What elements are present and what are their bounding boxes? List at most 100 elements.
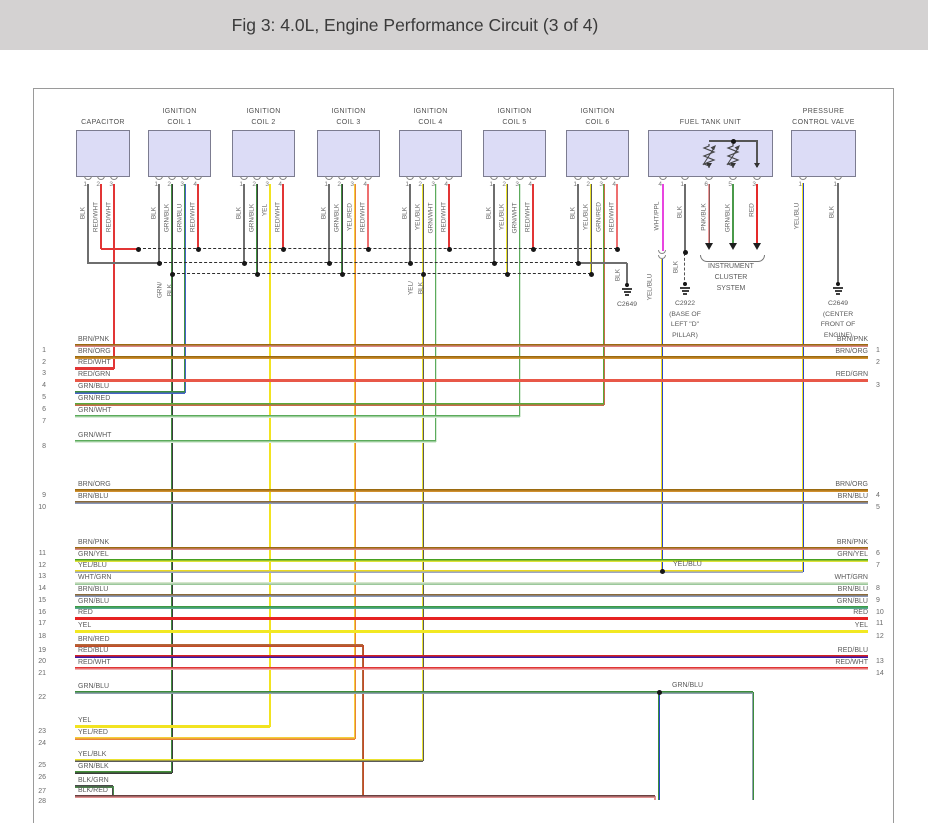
ground-c2649-coils-bar1 — [622, 288, 632, 290]
ignition-coil-6-pin-notch — [600, 176, 608, 180]
ignition-coil-2-pin-number: 3 — [265, 181, 269, 188]
down-arrow-icon — [753, 243, 761, 250]
ignition-coil-6-pin-number: 2 — [586, 181, 590, 188]
wire-color-label: YEL/BLK — [498, 203, 506, 231]
v-wire — [448, 184, 450, 250]
ground-c2922-bar2 — [681, 290, 689, 292]
ignition-coil-4-pin-number: 3 — [431, 181, 435, 188]
wire-color-label: BLK — [614, 268, 622, 282]
diagram-label: INSTRUMENT — [708, 263, 754, 270]
ignition-coil-1-box — [148, 130, 211, 177]
row-label-right: RED/BLU — [837, 647, 868, 654]
v-wire — [708, 184, 710, 248]
row-number-left: 24 — [38, 740, 46, 747]
junction-dot — [326, 260, 332, 266]
junction-dot — [656, 689, 662, 695]
row-number-left: 18 — [38, 633, 46, 640]
row-label-left: GRN/BLK — [78, 763, 109, 770]
row-number-left: 6 — [42, 406, 46, 413]
row-wire-GRN/BLU — [75, 606, 868, 609]
row-number-right: 14 — [876, 670, 884, 677]
row-wire-BRN/BLU — [75, 594, 868, 597]
row-label-left: GRN/WHT — [78, 407, 112, 414]
ignition-coil-6-pin-notch — [613, 176, 621, 180]
row-label-left: RED/GRN — [78, 371, 111, 378]
ignition-coil-2-pin-notch — [253, 176, 261, 180]
row-label-left: BRN/ORG — [78, 481, 111, 488]
row-label-left: YEL/BLK — [78, 751, 107, 758]
v-wire — [662, 184, 664, 251]
junction-dot — [682, 249, 688, 255]
row-number-left: 20 — [38, 658, 46, 665]
row-wire-RED/WHT — [75, 667, 868, 670]
row-label-left: GRN/BLU — [78, 598, 110, 605]
wire-color-label: BLK — [235, 206, 243, 220]
row-label-right: WHT/GRN — [834, 574, 868, 581]
capacitor-pin-notch — [110, 176, 118, 180]
splice-connector-icon — [658, 250, 666, 254]
v-wire — [158, 184, 160, 264]
v-wire — [87, 184, 89, 264]
v-wire — [657, 693, 661, 800]
v-wire — [256, 184, 258, 275]
ignition-coil-3-pin-number: 1 — [324, 181, 328, 188]
ground-c2922-bar1 — [680, 287, 690, 289]
row-label-left: YEL — [78, 717, 92, 724]
v-wire — [626, 263, 628, 287]
row-wire-BLK/RED — [75, 795, 655, 798]
row-label-left: GRN/YEL — [78, 551, 109, 558]
fuel-tank-unit-pin-notch — [659, 176, 667, 180]
junction-dot — [280, 246, 286, 252]
wire-color-label: WHT/PPL — [653, 201, 661, 231]
ignition-coil-5-pin-number: 3 — [515, 181, 519, 188]
diagram-label: CLUSTER — [714, 274, 748, 281]
row-wire-BRN/BLU — [75, 501, 868, 504]
row-label-left: RED/BLU — [78, 647, 109, 654]
fuel-tank-unit-pin-number: 6 — [704, 181, 708, 188]
row-label-right: BRN/PNK — [836, 336, 868, 343]
ground-c2649-coils-dot — [625, 283, 629, 287]
v-wire — [184, 184, 186, 393]
row-label-right: RED — [853, 609, 868, 616]
ignition-coil-4-pin-notch — [445, 176, 453, 180]
v-wire — [892, 88, 894, 823]
wire-color-label: BLK — [79, 206, 87, 220]
capacitor-pin-number: 1 — [83, 181, 87, 188]
ignition-coil-3-label: IGNITION COIL 3 — [331, 108, 366, 126]
junction-dot — [614, 246, 620, 252]
ignition-coil-6-box — [566, 130, 629, 177]
ignition-coil-1-pin-number: 3 — [180, 181, 184, 188]
row-label-left: BRN/BLU — [78, 493, 109, 500]
v-wire — [801, 183, 805, 572]
ignition-coil-4-pin-number: 2 — [418, 181, 422, 188]
wire-color-label: GRN/BLK — [248, 203, 256, 233]
wire-color-label: YEL/RED — [346, 203, 354, 231]
ground-c2922-dot — [683, 282, 687, 286]
v-wire-dashed — [684, 253, 685, 285]
row-wire-YEL — [75, 725, 270, 728]
v-wire — [362, 645, 364, 798]
row-number-left: 12 — [38, 562, 46, 569]
row-wire-GRN/BLU — [75, 691, 753, 694]
row-number-left: 5 — [42, 394, 46, 401]
v-wire — [113, 184, 115, 369]
fuel-tank-unit-pin-number: 5 — [728, 181, 732, 188]
row-label-right: RED/GRN — [835, 371, 868, 378]
wire-color-label: GRN/RED — [595, 202, 603, 232]
capacitor-pin-notch — [84, 176, 92, 180]
ignition-coil-3-pin-notch — [338, 176, 346, 180]
junction-dot — [156, 260, 162, 266]
row-number-left: 2 — [42, 359, 46, 366]
wire-color-label: BLK — [828, 205, 836, 219]
v-wire — [493, 184, 495, 264]
wire-color-label: YEL/BLU — [793, 202, 801, 230]
row-label-right: GRN/YEL — [837, 551, 868, 558]
v-wire — [684, 184, 686, 253]
wire-color-label: RED/WHT — [92, 201, 100, 233]
v-wire — [171, 184, 173, 773]
v-wire — [282, 184, 284, 250]
row-number-left: 1 — [42, 347, 46, 354]
ignition-coil-5-pin-notch — [516, 176, 524, 180]
h-wire — [88, 262, 159, 264]
